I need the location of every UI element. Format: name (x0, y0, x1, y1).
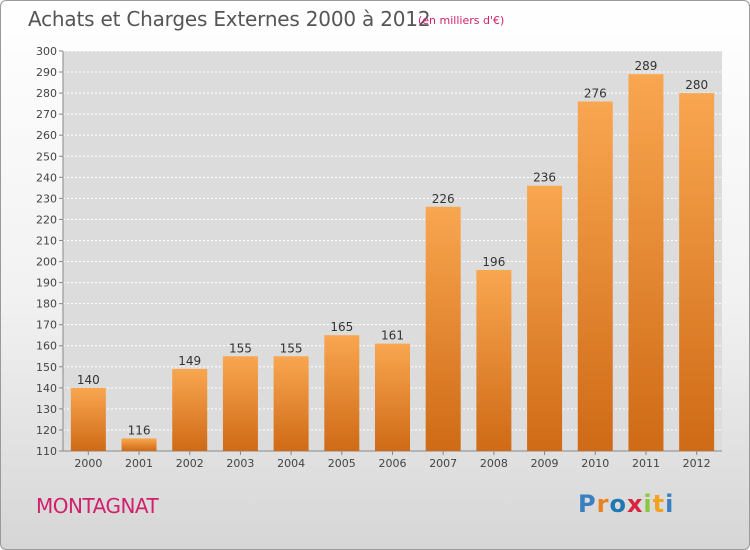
y-tick-label: 120 (36, 424, 57, 437)
bar (527, 185, 563, 451)
x-tick-label: 2008 (480, 457, 508, 470)
bar-value-label: 149 (178, 354, 201, 368)
bar (121, 438, 157, 451)
y-tick-label: 110 (36, 445, 57, 458)
y-tick-label: 210 (36, 234, 57, 247)
x-tick-label: 2001 (125, 457, 153, 470)
x-tick-label: 2011 (632, 457, 660, 470)
y-tick-label: 130 (36, 403, 57, 416)
x-tick-label: 2003 (226, 457, 254, 470)
logo-letter: r (596, 490, 610, 518)
y-tick-label: 300 (36, 45, 57, 58)
y-tick-label: 170 (36, 319, 57, 332)
logo-letter: i (665, 490, 675, 518)
y-tick-label: 180 (36, 298, 57, 311)
bar (273, 356, 309, 451)
y-tick-label: 260 (36, 129, 57, 142)
y-tick-label: 240 (36, 171, 57, 184)
bar-value-label: 165 (330, 320, 353, 334)
commune-name: MONTAGNAT (36, 494, 159, 518)
bar-value-label: 116 (128, 423, 151, 437)
y-tick-label: 160 (36, 340, 57, 353)
bar-value-label: 155 (280, 341, 303, 355)
bar-value-label: 289 (635, 59, 658, 73)
x-tick-label: 2005 (328, 457, 356, 470)
bar (375, 343, 410, 451)
y-tick-label: 190 (36, 277, 57, 290)
bar (70, 387, 106, 451)
y-tick-label: 230 (36, 192, 57, 205)
bar-value-label: 226 (432, 192, 455, 206)
proxiti-logo: Proxiti (578, 490, 674, 518)
y-tick-label: 270 (36, 108, 57, 121)
y-tick-label: 290 (36, 66, 57, 79)
logo-letter: t (652, 490, 666, 518)
x-tick-label: 2006 (379, 457, 407, 470)
bar (222, 356, 258, 451)
y-tick-label: 200 (36, 256, 57, 269)
bar-value-label: 155 (229, 341, 252, 355)
bar (172, 368, 208, 451)
bar (577, 101, 613, 452)
y-tick-label: 140 (36, 382, 57, 395)
bar-value-label: 236 (533, 171, 556, 185)
bar (679, 93, 715, 452)
logo-letter: x (626, 490, 644, 518)
y-tick-label: 250 (36, 150, 57, 163)
logo-letter: o (609, 490, 627, 518)
bar-value-label: 161 (381, 329, 404, 343)
bar (476, 269, 512, 451)
x-tick-label: 2009 (531, 457, 559, 470)
logo-letter: P (578, 490, 597, 518)
bar-value-label: 140 (77, 373, 100, 387)
y-tick-label: 220 (36, 213, 57, 226)
y-tick-label: 150 (36, 361, 57, 374)
x-tick-label: 2004 (277, 457, 305, 470)
y-tick-label: 280 (36, 87, 57, 100)
x-tick-label: 2000 (74, 457, 102, 470)
x-tick-label: 2012 (683, 457, 711, 470)
x-tick-label: 2007 (429, 457, 457, 470)
chart-title: Achats et Charges Externes 2000 à 2012 (28, 7, 431, 31)
bar-value-label: 196 (482, 255, 505, 269)
chart-subtitle: (en milliers d'€) (418, 14, 505, 27)
x-tick-label: 2002 (176, 457, 204, 470)
bar-value-label: 280 (685, 78, 708, 92)
bar (425, 206, 461, 451)
bar (324, 335, 360, 451)
logo-letter: i (643, 490, 653, 518)
x-tick-label: 2010 (581, 457, 609, 470)
bar-value-label: 276 (584, 87, 607, 101)
bar (628, 74, 664, 451)
